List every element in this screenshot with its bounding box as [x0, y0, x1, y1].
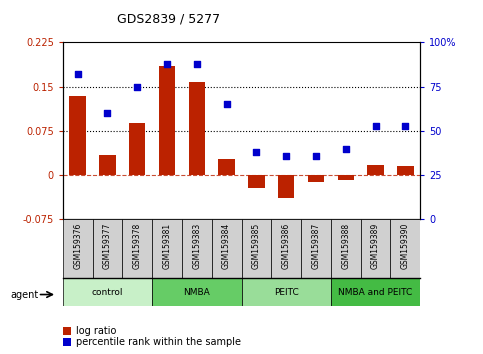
Text: NMBA: NMBA [184, 287, 210, 297]
Bar [159, 66, 175, 175]
Point [133, 84, 141, 90]
Bar [189, 82, 205, 175]
FancyBboxPatch shape [212, 219, 242, 278]
Bar [397, 166, 413, 175]
FancyBboxPatch shape [301, 219, 331, 278]
Point [193, 61, 201, 67]
Text: percentile rank within the sample: percentile rank within the sample [76, 337, 242, 347]
Point [104, 110, 112, 116]
Text: agent: agent [11, 290, 39, 299]
Point [253, 149, 260, 155]
Bar [338, 175, 354, 180]
Point [74, 72, 82, 77]
Bar [368, 165, 384, 175]
FancyBboxPatch shape [63, 219, 93, 278]
Bar [278, 175, 294, 198]
Text: GDS2839 / 5277: GDS2839 / 5277 [117, 12, 221, 25]
Bar [218, 159, 235, 175]
FancyBboxPatch shape [152, 219, 182, 278]
Text: GSM159389: GSM159389 [371, 222, 380, 269]
Bar [70, 96, 86, 175]
FancyBboxPatch shape [390, 219, 420, 278]
FancyBboxPatch shape [331, 278, 420, 306]
Text: GSM159386: GSM159386 [282, 222, 291, 269]
FancyBboxPatch shape [152, 278, 242, 306]
Text: GSM159376: GSM159376 [73, 222, 82, 269]
Text: GSM159383: GSM159383 [192, 222, 201, 269]
FancyBboxPatch shape [271, 219, 301, 278]
Bar [99, 155, 115, 175]
Text: GSM159387: GSM159387 [312, 222, 320, 269]
Text: GSM159377: GSM159377 [103, 222, 112, 269]
FancyBboxPatch shape [331, 219, 361, 278]
Text: PEITC: PEITC [274, 287, 298, 297]
FancyBboxPatch shape [122, 219, 152, 278]
Point [312, 153, 320, 159]
Point [401, 123, 409, 129]
FancyBboxPatch shape [242, 219, 271, 278]
Point [282, 153, 290, 159]
Text: GSM159385: GSM159385 [252, 222, 261, 269]
Text: log ratio: log ratio [76, 326, 117, 336]
Point [372, 123, 380, 129]
FancyBboxPatch shape [93, 219, 122, 278]
Point [223, 102, 230, 107]
Text: GSM159390: GSM159390 [401, 222, 410, 269]
Bar [248, 175, 265, 188]
Point [163, 61, 171, 67]
FancyBboxPatch shape [361, 219, 390, 278]
Text: GSM159388: GSM159388 [341, 222, 350, 269]
Text: GSM159384: GSM159384 [222, 222, 231, 269]
Text: GSM159381: GSM159381 [163, 222, 171, 269]
FancyBboxPatch shape [242, 278, 331, 306]
FancyBboxPatch shape [63, 278, 152, 306]
Text: GSM159378: GSM159378 [133, 222, 142, 269]
Bar [308, 175, 324, 182]
Text: control: control [92, 287, 123, 297]
FancyBboxPatch shape [182, 219, 212, 278]
Point [342, 146, 350, 152]
Bar [129, 123, 145, 175]
Text: NMBA and PEITC: NMBA and PEITC [339, 287, 412, 297]
